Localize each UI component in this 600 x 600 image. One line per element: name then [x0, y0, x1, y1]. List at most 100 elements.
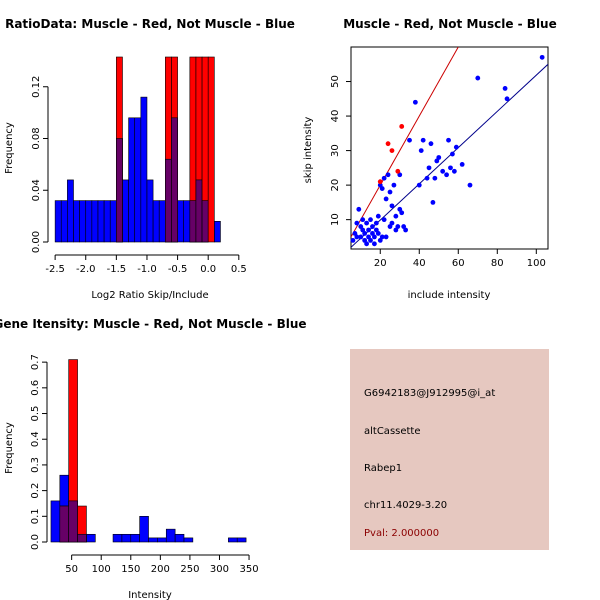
intensity-bar-not-muscle — [50, 500, 61, 543]
scatter-point-not-muscle — [358, 234, 364, 240]
scatter-point-not-muscle — [432, 175, 438, 181]
intensity-scatter-ylabel: skip intensity — [303, 117, 314, 184]
scatter-point-not-muscle — [453, 144, 459, 150]
scatter-point-not-muscle — [387, 189, 393, 195]
scatter-point-not-muscle — [451, 168, 457, 174]
scatter-point-not-muscle — [372, 234, 377, 240]
scatter-x-tick-label: 20 — [374, 258, 387, 269]
info-probe-id: G6942183@J912995@i_at — [364, 388, 495, 399]
scatter-point-muscle — [389, 148, 395, 153]
scatter-point-not-muscle — [403, 227, 409, 233]
intensity-y-tick-label: 0.6 — [30, 380, 41, 396]
scatter-plot-frame — [350, 46, 549, 250]
ratio-bar-not-muscle — [54, 200, 62, 243]
ratio-bar-not-muscle — [85, 200, 93, 243]
scatter-point-not-muscle — [350, 237, 356, 243]
info-gene-name: Rabep1 — [364, 463, 402, 474]
intensity-x-tick-label: 150 — [121, 564, 140, 575]
scatter-y-tick-label: 40 — [330, 110, 341, 123]
intensity-y-tick-label: 0.4 — [30, 431, 41, 447]
intensity-y-tick-label: 0.3 — [30, 457, 41, 473]
gene-intensity-histogram-title: Gene Itensity: Muscle - Red, Not Muscle … — [0, 317, 307, 331]
ratio-bar-not-muscle — [91, 200, 99, 243]
scatter-point-not-muscle — [391, 182, 397, 188]
info-panel: G6942183@J912995@i_at altCassette Rabep1… — [350, 349, 549, 550]
scatter-point-not-muscle — [412, 99, 418, 105]
scatter-point-not-muscle — [407, 137, 412, 143]
intensity-bar-overlap — [77, 533, 87, 543]
scatter-point-not-muscle — [364, 241, 370, 247]
intensity-y-tick-label: 0.2 — [30, 483, 41, 499]
scatter-x-tick-label: 40 — [413, 258, 426, 269]
ratio-bar-not-muscle — [79, 200, 87, 243]
ratio-bar-overlap — [189, 200, 197, 243]
ratio-x-tick-label: -2.0 — [76, 264, 96, 275]
scatter-point-not-muscle — [381, 175, 387, 181]
ratio-x-tick-label: -1.5 — [107, 264, 127, 275]
ratio-bar-not-muscle — [152, 200, 160, 243]
scatter-point-not-muscle — [426, 165, 432, 171]
scatter-y-tick-label: 30 — [330, 144, 341, 157]
ratio-x-tick-label: -2.5 — [45, 264, 65, 275]
ratio-y-tick-label: 0.00 — [31, 231, 42, 253]
scatter-x-tick-label: 60 — [452, 258, 465, 269]
intensity-bar-not-muscle — [139, 516, 149, 543]
scatter-point-not-muscle — [368, 217, 373, 223]
intensity-scatter-xlabel: include intensity — [408, 290, 491, 301]
gene-intensity-histogram-xlabel: Intensity — [128, 590, 172, 600]
scatter-point-not-muscle — [420, 137, 426, 143]
ratio-bar-not-muscle — [140, 96, 148, 243]
scatter-point-not-muscle — [395, 224, 401, 229]
scatter-point-not-muscle — [467, 182, 473, 188]
intensity-bar-not-muscle — [183, 537, 194, 543]
scatter-point-not-muscle — [502, 86, 508, 91]
ratio-bar-overlap — [165, 158, 172, 243]
intensity-bar-overlap — [59, 505, 69, 543]
scatter-point-not-muscle — [389, 220, 395, 226]
scatter-point-not-muscle — [416, 182, 422, 188]
ratio-bar-not-muscle — [183, 200, 191, 243]
intensity-bar-not-muscle — [112, 533, 123, 543]
scatter-point-not-muscle — [381, 217, 387, 223]
scatter-point-not-muscle — [379, 234, 385, 240]
scatter-point-not-muscle — [383, 196, 389, 202]
scatter-y-tick-label: 20 — [330, 179, 341, 192]
scatter-point-not-muscle — [504, 96, 510, 102]
ratio-histogram: RatioData: Muscle - Red, Not Muscle - Bl… — [4, 17, 295, 301]
scatter-point-not-muscle — [418, 148, 424, 153]
ratio-y-tick-label: 0.12 — [31, 76, 42, 98]
scatter-point-not-muscle — [446, 137, 451, 143]
intensity-bar-not-muscle — [157, 537, 167, 543]
scatter-point-not-muscle — [440, 168, 446, 174]
ratio-bar-not-muscle — [177, 200, 185, 243]
ratio-bar-overlap — [195, 179, 203, 243]
scatter-point-not-muscle — [450, 151, 455, 157]
intensity-y-tick-label: 0.5 — [30, 406, 41, 422]
ratio-bar-overlap — [201, 200, 209, 243]
scatter-point-not-muscle — [399, 210, 405, 216]
scatter-point-not-muscle — [428, 141, 434, 147]
scatter-point-not-muscle — [539, 54, 545, 60]
scatter-point-not-muscle — [368, 237, 373, 243]
ratio-bar-not-muscle — [122, 179, 129, 243]
intensity-x-tick-label: 300 — [210, 564, 229, 575]
intensity-bar-not-muscle — [174, 533, 185, 543]
ratio-bar-not-muscle — [134, 117, 142, 243]
intensity-bar-not-muscle — [148, 537, 158, 543]
scatter-point-not-muscle — [444, 172, 449, 178]
scatter-point-not-muscle — [354, 234, 360, 240]
ratio-y-tick-label: 0.08 — [31, 127, 42, 149]
scatter-point-muscle — [385, 141, 391, 147]
ratio-y-tick-label: 0.04 — [31, 179, 42, 201]
intensity-bar-not-muscle — [236, 537, 247, 543]
scatter-point-not-muscle — [373, 220, 379, 226]
intensity-x-tick-label: 200 — [151, 564, 170, 575]
scatter-point-not-muscle — [375, 231, 381, 236]
ratio-bar-not-muscle — [158, 200, 166, 243]
ratio-histogram-title: RatioData: Muscle - Red, Not Muscle - Bl… — [5, 17, 295, 31]
intensity-bar-not-muscle — [228, 537, 238, 543]
info-location: chr11.4029-3.20 — [364, 500, 447, 511]
scatter-point-muscle — [399, 124, 405, 129]
scatter-point-not-muscle — [448, 165, 453, 171]
